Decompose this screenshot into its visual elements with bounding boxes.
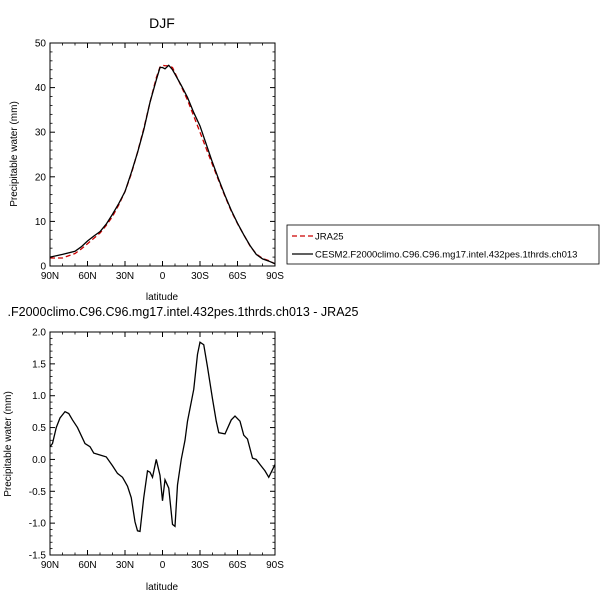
top-plot-frame [49,42,276,267]
top-x-axis-label: latitude [146,292,179,303]
top-ytick-label: 0 [40,262,46,273]
bot-ytick-label: 1.5 [32,359,46,370]
top-ytick-label: 40 [35,83,47,94]
bot-ytick-label: -1.5 [29,551,47,562]
top-y-axis-label: Precipitable water (mm) [9,101,20,207]
top-series-group [49,64,276,265]
legend-box [286,224,600,265]
bottom-axis-ticks: 90N 60N 30N 0 30S 60S 90S -1.5 -1.0 -0.5 0.0 0.5 1.0… [29,328,284,572]
legend-label-jra25: JRA25 [315,232,344,243]
bot-ytick-label: 2.0 [32,328,46,339]
bottom-y-axis-label: Precipitable water (mm) [3,391,14,497]
top-xtick-label: 30S [191,271,209,282]
top-ytick-label: 30 [35,128,47,139]
bot-ytick-label: 0.0 [32,455,46,466]
series-line-difference [49,341,276,533]
bot-xtick-label: 0 [160,560,166,571]
bot-xtick-label: 90N [41,560,59,571]
top-ytick-label: 50 [35,39,47,50]
bottom-series-group [49,341,276,533]
bot-xtick-label: 60S [229,560,247,571]
bottom-x-axis-label: latitude [146,582,179,593]
bot-xtick-label: 60N [78,560,96,571]
bottom-plot-frame [49,331,276,556]
bot-ytick-label: 0.5 [32,423,46,434]
legend-label-cesm2: CESM2.F2000climo.C96.C96.mg17.intel.432p… [315,250,577,261]
top-xtick-label: 0 [160,271,166,282]
top-axis-ticks: 90N 60N 30N 0 30S 60S 90S 0 10 20 30 40 50 [35,39,284,283]
top-chart-title: DJF [149,15,175,31]
series-line-jra25 [50,64,276,265]
bot-ytick-label: -0.5 [29,487,47,498]
top-xtick-label: 60S [229,271,247,282]
bottom-chart-title: .F2000climo.C96.C96.mg17.intel.432pes.1t… [8,305,359,319]
top-ytick-label: 20 [35,172,47,183]
legend: JRA25 CESM2.F2000climo.C96.C96.mg17.inte… [286,224,600,265]
top-xtick-label: 90N [41,271,59,282]
bottom-panel: .F2000climo.C96.C96.mg17.intel.432pes.1t… [3,305,358,593]
top-ytick-label: 10 [35,217,47,228]
bot-ytick-label: -1.0 [29,519,47,530]
bot-xtick-label: 30S [191,560,209,571]
series-line-cesm2 [49,64,276,265]
bot-xtick-label: 90S [266,560,284,571]
top-xtick-label: 90S [266,271,284,282]
top-xtick-label: 60N [78,271,96,282]
top-xtick-label: 30N [116,271,134,282]
bot-xtick-label: 30N [116,560,134,571]
bot-ytick-label: 1.0 [32,391,46,402]
top-panel: DJF 90N 60N 30N 0 30S 60S 90S 0 10 20 30 40 50 latit… [9,15,284,303]
